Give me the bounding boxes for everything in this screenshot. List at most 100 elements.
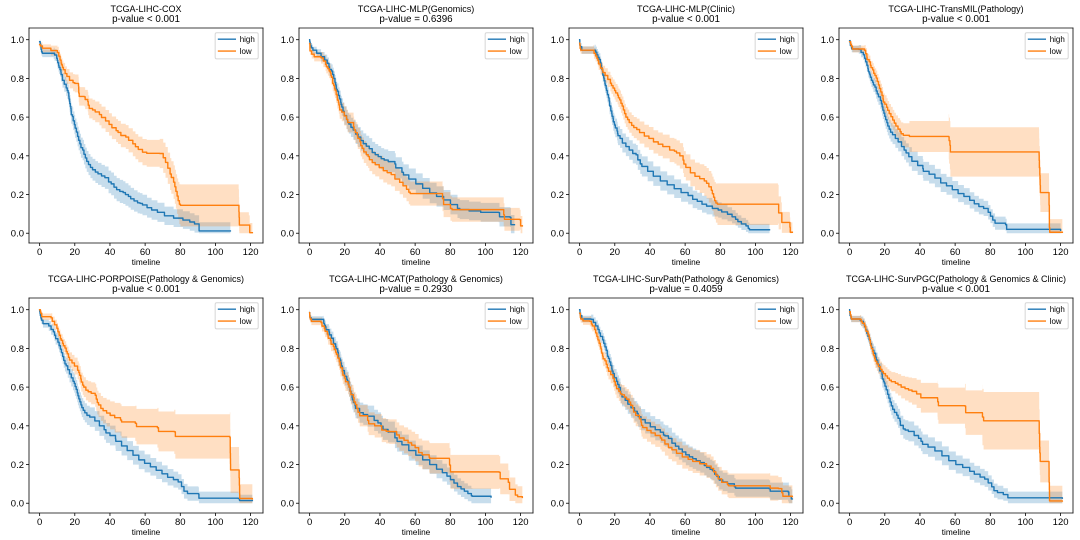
svg-text:1.0: 1.0 [281,305,294,316]
svg-text:0.8: 0.8 [281,74,294,85]
svg-text:1.0: 1.0 [551,305,564,316]
svg-text:20: 20 [70,247,81,258]
svg-text:0.0: 0.0 [11,499,24,510]
svg-text:0.0: 0.0 [11,229,24,240]
svg-text:0.0: 0.0 [821,499,834,510]
svg-text:TCGA-LIHC-MLP(Genomics): TCGA-LIHC-MLP(Genomics) [358,4,475,14]
svg-text:0.2: 0.2 [281,190,294,201]
svg-text:100: 100 [748,517,764,528]
svg-text:60: 60 [140,247,151,258]
svg-text:0.2: 0.2 [11,460,24,471]
svg-text:40: 40 [105,517,116,528]
svg-text:timeline: timeline [672,527,701,537]
svg-text:0: 0 [307,247,312,258]
svg-text:100: 100 [478,517,494,528]
svg-text:120: 120 [1053,247,1069,258]
svg-text:0.6: 0.6 [821,113,834,124]
svg-text:20: 20 [340,517,351,528]
svg-text:0.4: 0.4 [11,421,24,432]
svg-text:0.2: 0.2 [821,460,834,471]
svg-text:120: 120 [783,517,799,528]
svg-text:p-value < 0.001: p-value < 0.001 [652,14,720,25]
svg-text:0.4: 0.4 [11,151,24,162]
svg-text:40: 40 [645,247,656,258]
svg-text:timeline: timeline [402,527,431,537]
svg-text:60: 60 [680,517,691,528]
svg-text:120: 120 [513,247,529,258]
svg-text:100: 100 [478,247,494,258]
svg-text:p-value < 0.001: p-value < 0.001 [922,14,990,25]
svg-text:low: low [240,317,252,326]
svg-text:120: 120 [513,517,529,528]
svg-text:low: low [240,47,252,56]
svg-text:high: high [510,35,525,44]
svg-text:low: low [1050,47,1062,56]
svg-text:high: high [510,305,525,314]
svg-text:TCGA-LIHC-MLP(Clinic): TCGA-LIHC-MLP(Clinic) [637,4,735,14]
svg-text:1.0: 1.0 [281,35,294,46]
svg-text:p-value < 0.001: p-value < 0.001 [112,14,180,25]
svg-text:0.0: 0.0 [281,229,294,240]
svg-text:low: low [780,317,792,326]
svg-text:0.6: 0.6 [281,383,294,394]
svg-text:0: 0 [847,517,852,528]
svg-text:40: 40 [915,517,926,528]
svg-text:high: high [240,35,255,44]
svg-text:timeline: timeline [942,527,971,537]
svg-text:timeline: timeline [672,257,701,267]
svg-text:0: 0 [307,517,312,528]
svg-text:0.0: 0.0 [281,499,294,510]
svg-text:low: low [510,47,522,56]
svg-text:0: 0 [847,247,852,258]
svg-text:0.0: 0.0 [551,499,564,510]
svg-text:0.8: 0.8 [281,344,294,355]
svg-text:100: 100 [208,247,224,258]
svg-text:1.0: 1.0 [821,35,834,46]
svg-text:0.4: 0.4 [281,151,294,162]
svg-text:20: 20 [610,517,621,528]
svg-text:0.2: 0.2 [281,460,294,471]
svg-text:high: high [780,305,795,314]
svg-text:p-value < 0.001: p-value < 0.001 [112,284,180,295]
svg-text:p-value = 0.6396: p-value = 0.6396 [379,14,453,25]
svg-text:40: 40 [375,247,386,258]
svg-text:low: low [780,47,792,56]
svg-text:40: 40 [645,517,656,528]
svg-text:1.0: 1.0 [551,35,564,46]
svg-text:0.4: 0.4 [281,421,294,432]
svg-text:120: 120 [783,247,799,258]
svg-text:high: high [240,305,255,314]
svg-text:100: 100 [748,247,764,258]
svg-text:0.6: 0.6 [551,383,564,394]
svg-text:high: high [1050,35,1065,44]
svg-text:60: 60 [950,517,961,528]
svg-text:1.0: 1.0 [821,305,834,316]
svg-text:120: 120 [243,247,259,258]
svg-text:0: 0 [577,247,582,258]
svg-text:0.8: 0.8 [11,74,24,85]
svg-text:0: 0 [37,247,42,258]
svg-text:0.8: 0.8 [551,344,564,355]
svg-text:TCGA-LIHC-COX: TCGA-LIHC-COX [110,4,181,14]
svg-text:80: 80 [445,517,456,528]
svg-text:0.4: 0.4 [551,151,564,162]
svg-text:60: 60 [950,247,961,258]
svg-text:0.6: 0.6 [821,383,834,394]
svg-text:1.0: 1.0 [11,35,24,46]
svg-text:60: 60 [140,517,151,528]
svg-text:120: 120 [1053,517,1069,528]
svg-text:p-value < 0.001: p-value < 0.001 [922,284,990,295]
svg-text:0.4: 0.4 [551,421,564,432]
svg-text:0.8: 0.8 [821,344,834,355]
svg-text:0.6: 0.6 [11,383,24,394]
svg-text:20: 20 [340,247,351,258]
svg-text:high: high [1050,305,1065,314]
svg-text:0.2: 0.2 [551,460,564,471]
svg-text:120: 120 [243,517,259,528]
svg-text:high: high [780,35,795,44]
svg-text:timeline: timeline [402,257,431,267]
svg-text:20: 20 [70,517,81,528]
svg-text:100: 100 [208,517,224,528]
svg-text:60: 60 [680,247,691,258]
svg-text:0: 0 [37,517,42,528]
